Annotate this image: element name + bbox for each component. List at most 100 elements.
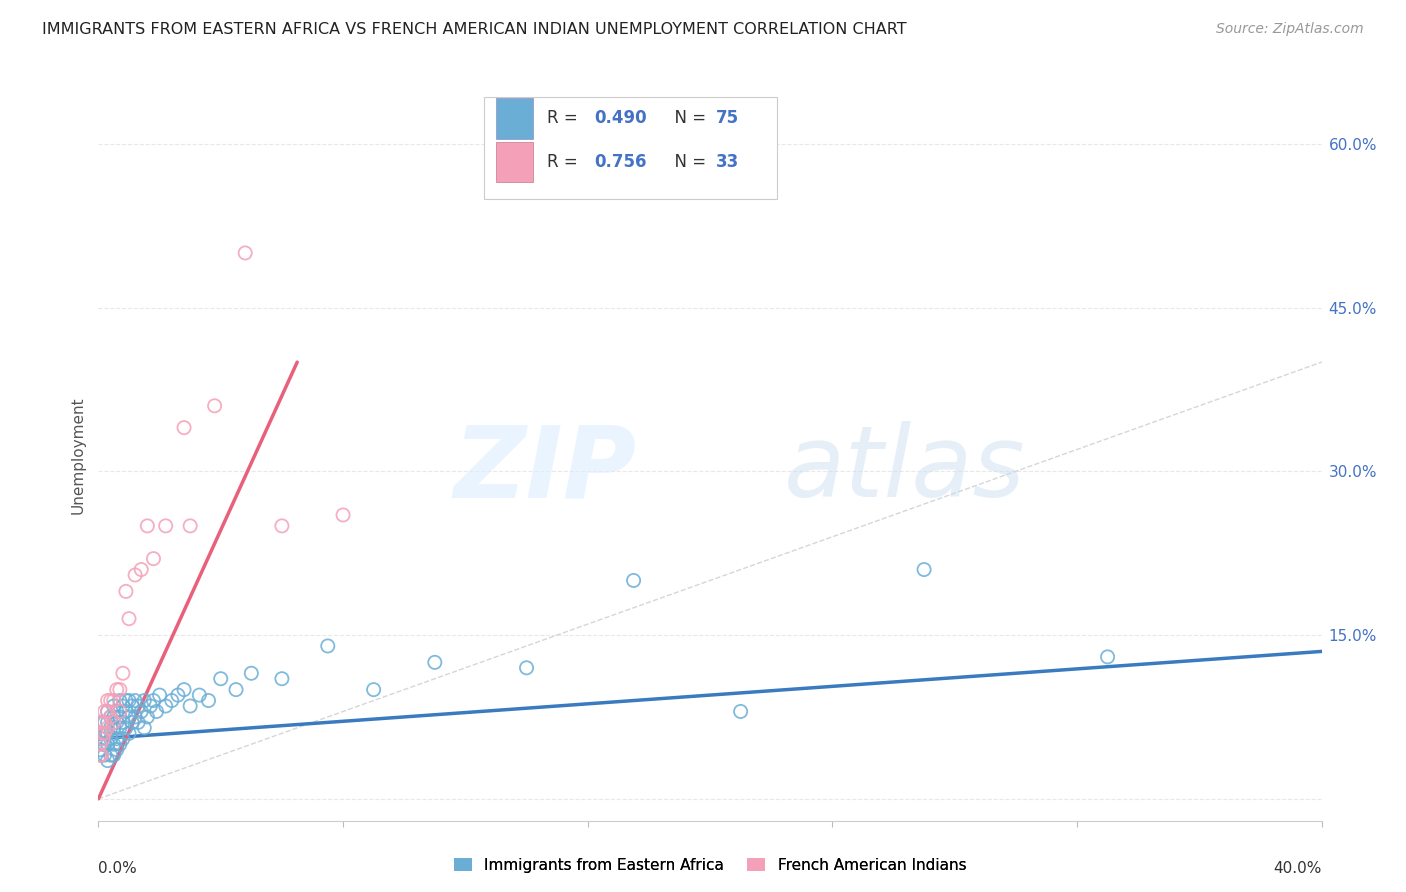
FancyBboxPatch shape xyxy=(484,96,778,199)
Point xyxy=(363,682,385,697)
Point xyxy=(155,698,177,713)
Point xyxy=(90,715,112,730)
Point xyxy=(103,698,125,713)
Text: R =: R = xyxy=(547,110,583,128)
Point xyxy=(134,721,156,735)
Text: atlas: atlas xyxy=(783,421,1025,518)
Point xyxy=(118,726,141,740)
Point xyxy=(97,693,120,707)
Point xyxy=(129,563,152,577)
Point xyxy=(105,742,128,756)
Point xyxy=(111,666,134,681)
Point xyxy=(209,672,232,686)
Point xyxy=(103,721,125,735)
Point xyxy=(115,721,138,735)
Point xyxy=(118,710,141,724)
Point xyxy=(142,551,165,566)
Point xyxy=(105,682,128,697)
Point xyxy=(100,710,122,724)
Point xyxy=(103,737,125,751)
Point xyxy=(730,705,752,719)
Point xyxy=(623,574,645,588)
Point xyxy=(93,726,115,740)
Point xyxy=(90,726,112,740)
Point xyxy=(97,705,120,719)
Bar xyxy=(496,142,533,183)
Point xyxy=(142,693,165,707)
Point xyxy=(90,731,112,746)
Point xyxy=(124,710,146,724)
Text: ZIP: ZIP xyxy=(454,421,637,518)
Text: R =: R = xyxy=(547,153,583,171)
Point xyxy=(97,737,120,751)
Text: N =: N = xyxy=(664,153,711,171)
Point xyxy=(270,672,292,686)
Text: 40.0%: 40.0% xyxy=(1274,861,1322,876)
Point xyxy=(103,748,125,763)
Point xyxy=(108,737,131,751)
Point xyxy=(89,748,111,763)
Point xyxy=(136,710,159,724)
Point xyxy=(145,705,167,719)
Point xyxy=(179,698,201,713)
Point xyxy=(89,737,111,751)
Text: IMMIGRANTS FROM EASTERN AFRICA VS FRENCH AMERICAN INDIAN UNEMPLOYMENT CORRELATIO: IMMIGRANTS FROM EASTERN AFRICA VS FRENCH… xyxy=(42,22,907,37)
Point xyxy=(127,715,149,730)
Point xyxy=(103,710,125,724)
Point xyxy=(105,731,128,746)
Point xyxy=(167,688,190,702)
Point xyxy=(108,710,131,724)
Point xyxy=(100,748,122,763)
Text: N =: N = xyxy=(664,110,711,128)
Point xyxy=(912,563,935,577)
Point xyxy=(127,698,149,713)
Point xyxy=(105,715,128,730)
Point xyxy=(121,715,143,730)
Point xyxy=(173,420,195,434)
Point xyxy=(91,737,114,751)
Point xyxy=(97,726,120,740)
Text: 0.0%: 0.0% xyxy=(98,861,138,876)
Point xyxy=(103,693,125,707)
Point xyxy=(100,710,122,724)
Point xyxy=(100,731,122,746)
Point xyxy=(115,584,138,599)
Point xyxy=(97,715,120,730)
Point xyxy=(129,705,152,719)
Point xyxy=(97,705,120,719)
Point xyxy=(139,698,162,713)
Point xyxy=(134,693,156,707)
Point xyxy=(100,721,122,735)
Point xyxy=(233,246,256,260)
Point xyxy=(105,705,128,719)
Point xyxy=(108,682,131,697)
Point xyxy=(179,519,201,533)
Point xyxy=(118,693,141,707)
Point xyxy=(118,612,141,626)
Point xyxy=(111,698,134,713)
Point xyxy=(97,721,120,735)
Point xyxy=(115,705,138,719)
Point xyxy=(225,682,247,697)
Point xyxy=(121,698,143,713)
Point xyxy=(89,742,111,756)
Point xyxy=(93,748,115,763)
Point xyxy=(316,639,339,653)
Legend: Immigrants from Eastern Africa, French American Indians: Immigrants from Eastern Africa, French A… xyxy=(447,852,973,879)
Point xyxy=(97,754,120,768)
Point xyxy=(136,519,159,533)
Y-axis label: Unemployment: Unemployment xyxy=(70,396,86,514)
Point xyxy=(93,705,115,719)
Text: 33: 33 xyxy=(716,153,740,171)
Point xyxy=(108,693,131,707)
Point xyxy=(93,715,115,730)
Text: 0.490: 0.490 xyxy=(593,110,647,128)
Text: 75: 75 xyxy=(716,110,740,128)
Point xyxy=(155,519,177,533)
Point xyxy=(240,666,263,681)
Point xyxy=(173,682,195,697)
Point xyxy=(188,688,211,702)
Point xyxy=(108,721,131,735)
Point xyxy=(124,568,146,582)
Point xyxy=(103,715,125,730)
